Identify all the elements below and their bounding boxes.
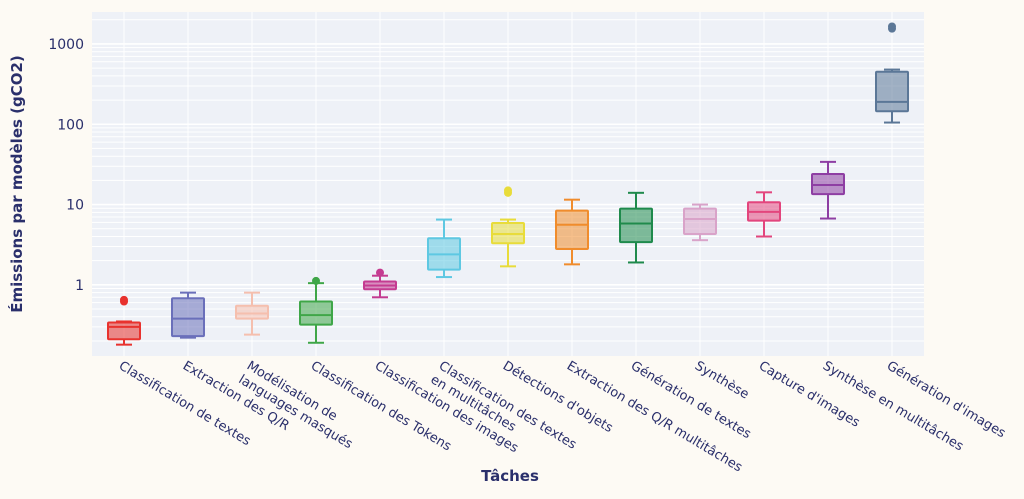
box-iqr [619, 207, 653, 244]
outlier-point [312, 276, 320, 285]
box-series [747, 191, 781, 238]
box-series [427, 218, 461, 279]
box-iqr [555, 209, 589, 250]
box-series [619, 191, 653, 264]
x-tick-label: Détections d'objets [500, 359, 616, 437]
box-series [555, 198, 589, 266]
boxes-layer [107, 22, 909, 346]
y-tick-label: 1000 [48, 37, 84, 53]
box-series [491, 186, 525, 268]
x-tick-label: Synthèse [692, 359, 751, 403]
y-tick-label: 1 [75, 278, 84, 294]
box-series [299, 276, 333, 344]
box-iqr [107, 321, 141, 341]
y-axis-title: Émissions par modèles (gCO2) [7, 55, 26, 313]
y-tick-label: 100 [57, 117, 84, 133]
box-series [235, 291, 269, 336]
box-series [875, 22, 909, 124]
y-tick-label: 10 [66, 198, 84, 214]
outlier-point [504, 186, 512, 195]
outlier-point [120, 295, 128, 304]
box-iqr [299, 300, 333, 326]
outlier-point [888, 22, 896, 31]
box-iqr [875, 70, 909, 113]
box-series [683, 203, 717, 242]
box-iqr [235, 304, 269, 320]
box-series [107, 295, 141, 346]
box-series [811, 160, 845, 220]
box-iqr [171, 297, 205, 338]
box-series [363, 268, 397, 299]
y-tick-labels: 1 10 100 1000 [48, 37, 84, 294]
x-axis-title: Tâches [481, 467, 539, 485]
box-iqr [683, 207, 717, 235]
outlier-point [376, 268, 384, 277]
box-series [171, 291, 205, 339]
